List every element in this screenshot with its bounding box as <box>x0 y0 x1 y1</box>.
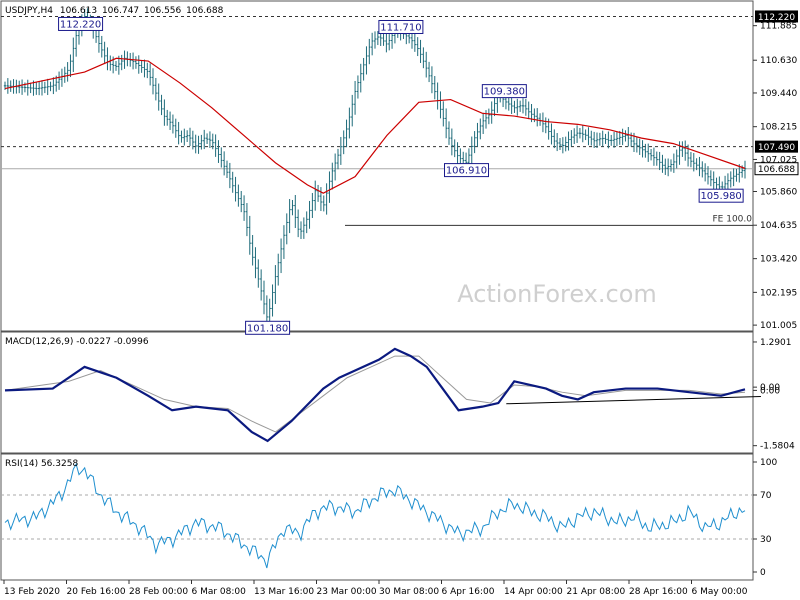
annotation-box-frame <box>58 16 104 31</box>
x-axis-label: 23 Mar 00:00 <box>317 587 377 597</box>
price-axis-label: 108.215 <box>760 123 797 133</box>
annotation-label: 109.380 <box>484 87 525 98</box>
macd-axis-label: 1.2901 <box>760 338 792 348</box>
x-axis-label: 13 Feb 2020 <box>4 587 60 597</box>
macd-panel-frame <box>0 331 754 454</box>
level-price-tag <box>755 140 798 153</box>
axes: 111.885 110.630 109.440 108.215 107.025 105.8… <box>3 10 799 597</box>
annotation-box-frame <box>378 19 424 34</box>
price-axis-label: 107.025 <box>760 155 797 165</box>
annotation-label: 105.980 <box>700 191 741 202</box>
rsi-chart <box>1 462 753 569</box>
price-panel-frame <box>0 0 754 332</box>
price-axis-label: 103.420 <box>760 255 797 265</box>
x-axis-label: 28 Feb 00:00 <box>129 587 188 597</box>
macd-trendline <box>506 396 761 405</box>
annotation-box: 112.220 <box>58 16 104 31</box>
macd-axis-label: 0.00 <box>760 383 780 393</box>
annotation-box-frame <box>245 320 291 335</box>
macd-axis-label: -1.5804 <box>760 442 795 452</box>
x-axis-label: 21 Apr 08:00 <box>567 587 626 597</box>
rsi-axis-label: 0 <box>760 568 766 578</box>
macd-chart <box>4 347 761 443</box>
price-axis-label: 109.440 <box>760 89 797 99</box>
watermark: ActionForex.com <box>457 280 657 308</box>
price-axis-label: 102.195 <box>760 288 797 298</box>
annotation-box-frame <box>481 84 527 99</box>
level-price-tag <box>755 10 798 23</box>
annotation-label: 101.180 <box>247 323 288 334</box>
x-axis-label: 28 Apr 16:00 <box>629 587 688 597</box>
price-axis-label: 101.005 <box>760 321 797 331</box>
price-axis-label: 105.860 <box>760 187 797 197</box>
price-axis-label: 111.885 <box>760 22 797 32</box>
x-axis-label: 6 Apr 16:00 <box>442 587 495 597</box>
annotation-label: 112.220 <box>60 19 101 30</box>
macd-line <box>4 347 746 443</box>
current-price-tag <box>754 162 799 176</box>
level-price-label: 107.490 <box>758 143 795 153</box>
macd-signal-line <box>4 355 746 433</box>
annotation-box: 111.710 <box>378 19 424 34</box>
x-axis-label: 6 Mar 08:00 <box>192 587 247 597</box>
annotation-box-frame <box>698 188 744 203</box>
annotation-label: 106.910 <box>446 166 487 177</box>
annotation-box-frame <box>444 163 490 178</box>
moving-average-line <box>4 57 746 194</box>
price-chart: FE 100.0 112.220 101.180 111.710 109.380 106.… <box>1 8 753 335</box>
price-chart-title: USDJPY,H4 106.613 106.747 106.556 106.68… <box>5 6 224 16</box>
annotation-box: 105.980 <box>698 188 744 203</box>
x-axis-label: 30 Mar 08:00 <box>379 587 439 597</box>
annotation-box: 106.910 <box>444 163 490 178</box>
x-axis-label: 13 Mar 16:00 <box>254 587 314 597</box>
annotation-box: 101.180 <box>245 320 291 335</box>
price-axis-label: 110.630 <box>760 56 797 66</box>
rsi-line <box>4 462 746 569</box>
rsi-axis-label: 30 <box>760 535 772 545</box>
macd-title: MACD(12,26,9) -0.0227 -0.0996 <box>5 337 149 347</box>
rsi-axis-label: 100 <box>760 458 777 468</box>
price-axis-label: 104.635 <box>760 221 797 231</box>
macd-axis-label: 0.00 <box>760 386 780 396</box>
rsi-panel-frame <box>0 453 754 581</box>
x-axis-label: 20 Feb 16:00 <box>67 587 126 597</box>
current-price-label: 106.688 <box>758 165 795 175</box>
level-price-label: 112.220 <box>758 13 795 23</box>
x-axis-label: 6 May 00:00 <box>692 587 748 597</box>
annotation-label: 111.710 <box>380 22 421 33</box>
fe-label: FE 100.0 <box>713 214 753 224</box>
rsi-title: RSI(14) 56.3258 <box>5 459 78 469</box>
rsi-axis-label: 70 <box>760 491 772 501</box>
x-axis-label: 14 Apr 00:00 <box>504 587 563 597</box>
annotation-box: 109.380 <box>481 84 527 99</box>
